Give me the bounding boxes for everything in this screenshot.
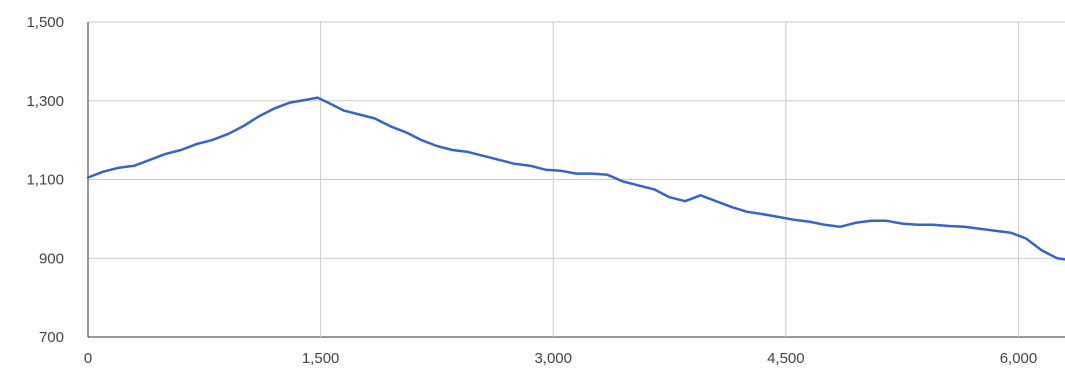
- y-tick-label: 900: [39, 250, 64, 267]
- y-tick-label: 1,500: [26, 14, 64, 31]
- x-tick-label: 0: [84, 350, 92, 367]
- y-axis-tick-labels: 700 900 1,100 1,300 1,500: [26, 14, 64, 346]
- x-tick-label: 3,000: [534, 350, 572, 367]
- series-layer: [86, 96, 1065, 261]
- x-tick-label: 1,500: [302, 350, 340, 367]
- x-tick-label: 6,000: [1000, 350, 1038, 367]
- x-axis-tick-labels: 0 1,500 3,000 4,500 6,000: [84, 350, 1037, 367]
- y-tick-label: 1,100: [26, 172, 64, 189]
- x-tick-label: 4,500: [767, 350, 805, 367]
- y-tick-label: 1,300: [26, 93, 64, 110]
- y-tick-label: 700: [39, 329, 64, 346]
- gridlines: [88, 21, 1065, 338]
- series-line: [86, 96, 1065, 261]
